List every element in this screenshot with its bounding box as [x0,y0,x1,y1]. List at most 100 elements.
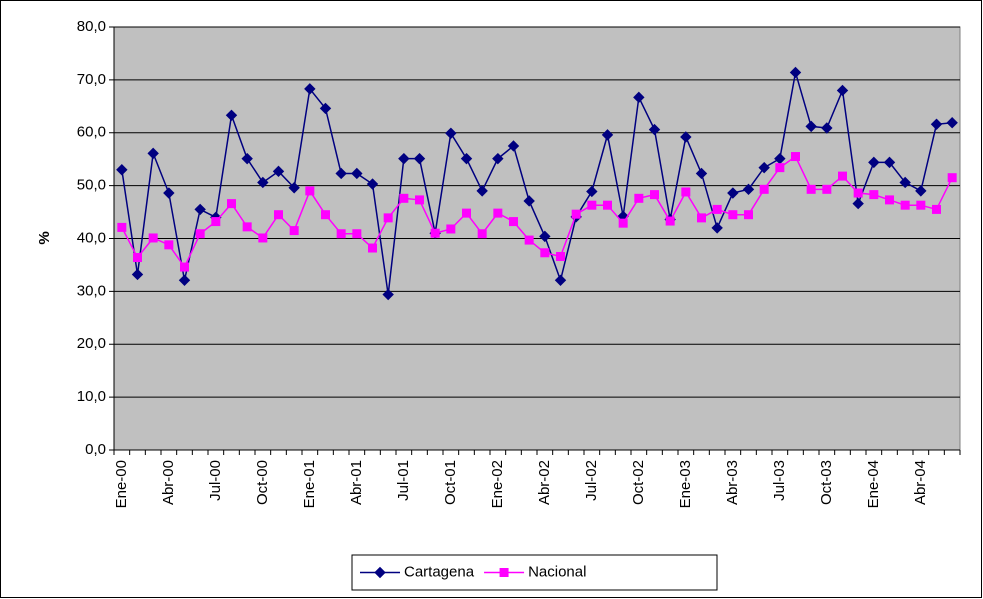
marker [336,229,346,239]
x-tick-label: Oct-02 [630,460,647,505]
marker [947,173,957,183]
marker [791,152,800,162]
marker [289,226,299,236]
marker [916,200,926,210]
marker [852,197,864,210]
marker [648,123,661,136]
marker [305,186,315,196]
x-tick-label: Abr-03 [724,460,741,505]
marker [430,228,440,238]
x-tick-label: Jul-03 [771,460,788,501]
marker [571,209,581,219]
y-tick-label: 40,0 [77,229,106,246]
y-tick-label: 80,0 [77,18,106,35]
marker [274,210,283,220]
marker [446,224,456,234]
marker [399,193,409,203]
marker [211,217,221,227]
marker [366,178,379,190]
marker [383,213,393,223]
marker [618,218,628,228]
marker [335,167,347,180]
marker [374,566,386,579]
marker [272,165,285,178]
marker [194,203,206,216]
marker [915,185,927,197]
marker [131,268,144,281]
marker [930,118,943,130]
marker [321,210,330,220]
marker [524,235,534,245]
marker [462,208,471,218]
marker [556,251,565,261]
marker [554,274,567,286]
marker [117,222,127,232]
marker [836,84,849,97]
y-tick-label: 50,0 [77,177,106,194]
marker [601,129,614,141]
marker [415,195,424,205]
marker [195,229,205,239]
marker [900,200,910,210]
marker [633,91,645,104]
marker [148,233,158,243]
marker [445,127,457,139]
marker [932,204,941,214]
marker [133,253,142,263]
marker [838,171,847,181]
x-tick-label: Abr-04 [912,460,929,505]
marker [288,182,300,194]
marker [539,230,551,243]
x-tick-label: Ene-03 [677,460,694,508]
legend-label: Nacional [528,563,586,580]
marker [368,243,377,253]
marker [242,222,252,232]
marker [493,208,503,218]
marker [492,152,504,165]
y-tick-label: 10,0 [77,388,106,405]
marker [899,176,911,189]
marker [650,190,659,200]
marker [180,262,189,272]
x-tick-label: Ene-01 [301,460,318,508]
marker [789,66,802,79]
y-tick-label: 0,0 [85,441,106,458]
x-tick-label: Jul-00 [207,460,224,501]
marker [853,188,863,198]
x-tick-label: Oct-00 [254,460,271,505]
marker [946,116,958,129]
marker [821,122,833,134]
y-tick-label: 20,0 [77,335,106,352]
y-axis-label: % [36,231,53,244]
marker [540,248,550,258]
x-tick-label: Abr-02 [536,460,553,505]
marker [885,195,894,205]
x-tick-label: Abr-01 [348,460,365,505]
y-tick-label: 70,0 [77,71,106,88]
marker [507,140,520,152]
marker [728,210,738,220]
y-tick-label: 60,0 [77,124,106,141]
marker [883,156,896,169]
marker [227,199,236,209]
legend-box [351,554,718,591]
marker [869,190,879,200]
x-tick-label: Oct-01 [442,460,459,505]
marker [398,152,410,165]
marker [523,195,535,207]
marker [147,147,159,160]
marker [382,288,394,301]
marker [509,217,518,227]
marker [499,568,509,577]
marker [806,184,816,194]
marker [680,131,692,143]
marker [352,229,362,239]
marker [805,120,817,133]
marker [744,210,753,220]
marker [586,185,598,198]
marker [681,187,691,197]
marker [822,184,832,194]
x-tick-label: Oct-03 [818,460,835,505]
x-tick-label: Jul-01 [395,460,412,501]
